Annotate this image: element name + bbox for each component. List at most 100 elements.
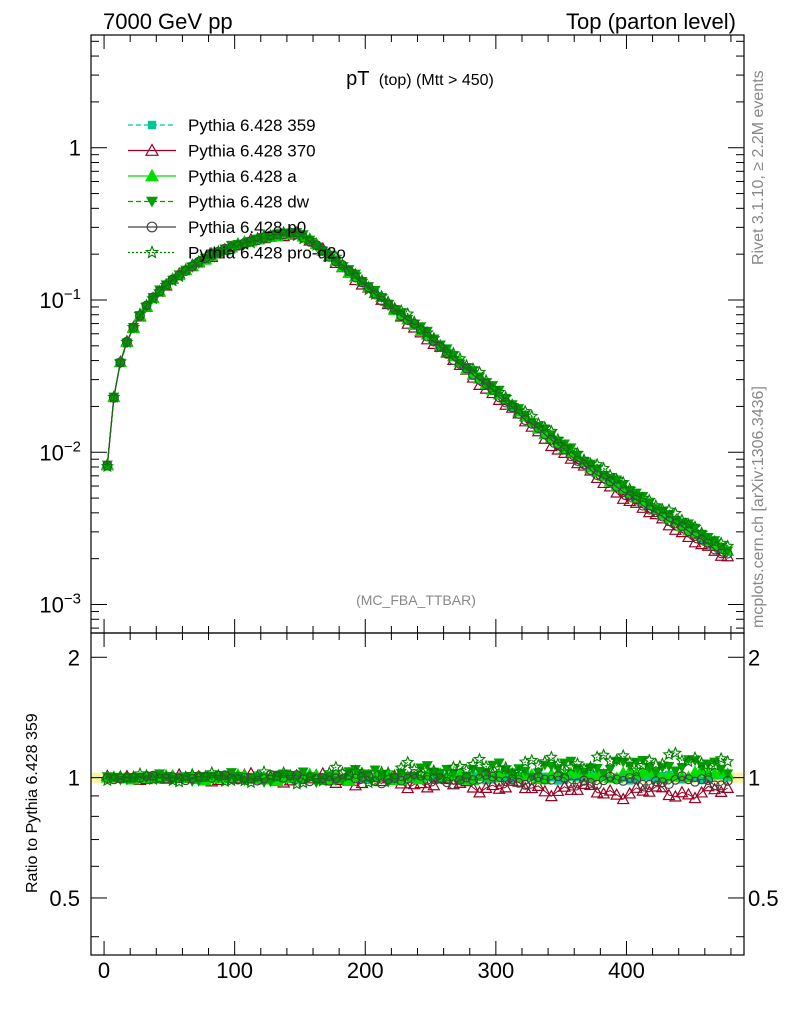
ratio-point (152, 771, 167, 785)
data-point (486, 381, 500, 395)
ratio-point (616, 748, 630, 762)
ratio-y-tick-labels: 0.5 0.5 1 1 2 2 (49, 645, 778, 911)
data-point (668, 506, 683, 519)
data-point (512, 403, 526, 416)
ratio-point (420, 763, 434, 776)
ratio-point (532, 768, 544, 779)
ratio-point (389, 773, 400, 784)
ratio-point (317, 773, 328, 784)
data-point (513, 408, 524, 419)
y-tick-label: 10−1 (39, 286, 81, 313)
ratio-point (683, 774, 694, 785)
ratio-point (499, 760, 513, 774)
ratio-point (492, 761, 506, 775)
y-tick-label: 10−3 (39, 591, 81, 618)
data-point (161, 280, 172, 291)
legend-label: Pythia 6.428 p0 (188, 218, 306, 237)
ratio-point (108, 774, 119, 785)
data-point (309, 238, 323, 251)
ratio-point (597, 748, 611, 761)
ratio-point (278, 769, 290, 780)
legend-marker (146, 221, 158, 233)
ratio-point (113, 769, 127, 783)
data-point (461, 363, 472, 374)
ratio-point (440, 770, 454, 783)
ratio-point (237, 773, 252, 787)
data-point (701, 532, 715, 546)
data-point (716, 548, 727, 559)
data-point (468, 369, 479, 380)
data-point (551, 432, 565, 445)
data-point (472, 365, 487, 378)
data-point (329, 250, 343, 263)
data-point (389, 304, 400, 315)
ratio-point (709, 757, 721, 768)
data-point (139, 298, 154, 312)
ratio-point (598, 769, 610, 779)
data-point (231, 237, 245, 251)
legend-marker (144, 245, 160, 259)
ratio-y-tick-label-right: 0.5 (748, 886, 779, 911)
ratio-point (297, 767, 309, 778)
ratio-point (722, 775, 733, 786)
data-point (681, 517, 696, 531)
ratio-point (232, 772, 244, 782)
ratio-point (552, 771, 563, 782)
ratio-point (694, 756, 709, 769)
ratio-point (579, 775, 590, 786)
ratio-point (642, 753, 656, 766)
ratio-point (697, 776, 706, 785)
ratio-point (637, 779, 648, 790)
ratio-point (616, 792, 630, 805)
ratio-point (695, 785, 709, 798)
data-point (598, 472, 609, 483)
ratio-point (461, 772, 472, 783)
legend-label: Pythia 6.428 359 (188, 116, 316, 135)
data-point (675, 513, 689, 526)
data-point (100, 459, 114, 473)
ratio-point (709, 780, 720, 791)
plot-title-main: pT (346, 68, 369, 90)
ratio-point (348, 764, 363, 777)
legend-label: Pythia 6.428 pro-q2o (188, 244, 346, 263)
legend-label: Pythia 6.428 dw (188, 193, 310, 212)
data-point (557, 440, 572, 453)
ratio-point (611, 774, 622, 785)
data-point (303, 233, 317, 246)
ratio-point (518, 754, 532, 768)
ratio-point (663, 762, 675, 772)
mcplots-label: mcplots.cern.ch [arXiv:1306.3436] (750, 386, 767, 628)
data-point (481, 378, 492, 389)
ratio-point (539, 774, 550, 785)
data-point (630, 488, 642, 499)
data-point (694, 526, 709, 539)
ratio-point (466, 780, 480, 793)
ratio-point (538, 784, 552, 797)
ratio-point (422, 774, 433, 785)
data-point (702, 532, 714, 543)
ratio-point (239, 772, 250, 783)
data-point (355, 274, 369, 287)
ratio-point (427, 778, 441, 791)
ratio-point (675, 785, 689, 798)
ratio-point (577, 761, 591, 775)
ratio-point (192, 770, 206, 783)
ratio-point (120, 771, 134, 784)
ratio-point (356, 771, 367, 782)
ratio-point (565, 778, 576, 789)
ratio-point (277, 765, 291, 779)
data-point (544, 424, 558, 437)
ratio-point (257, 764, 271, 778)
ratio-y-tick-label: 2 (68, 645, 80, 670)
ratio-point (572, 778, 583, 789)
ratio-point (487, 771, 498, 782)
data-point (290, 228, 304, 242)
data-point (610, 472, 624, 485)
ratio-point (402, 773, 413, 784)
process-label: Top (parton level) (566, 9, 736, 34)
ratio-point (401, 781, 415, 794)
ratio-point (244, 775, 258, 789)
ratio-point (650, 776, 661, 787)
data-point (590, 457, 604, 471)
